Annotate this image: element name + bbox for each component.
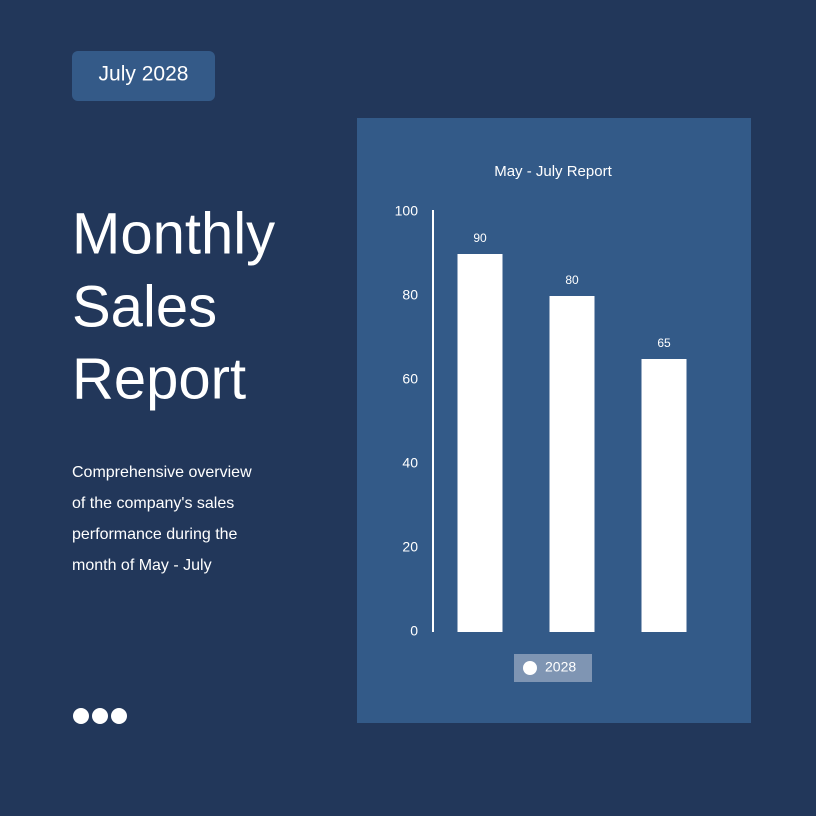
- data-label: 80: [565, 273, 579, 287]
- bar: [549, 296, 595, 632]
- badge: [72, 51, 215, 101]
- y-tick-label: 0: [410, 623, 418, 639]
- bar: [641, 359, 687, 632]
- dot: [73, 708, 89, 724]
- description-line: performance during the: [72, 526, 238, 543]
- description-line: Comprehensive overview: [72, 464, 252, 481]
- y-tick-label: 20: [402, 539, 418, 555]
- dot: [111, 708, 127, 724]
- description-line: month of May - July: [72, 557, 212, 574]
- legend-label: 2028: [545, 659, 576, 675]
- title-line: Report: [72, 346, 246, 411]
- chart-title: May - July Report: [494, 163, 612, 180]
- data-label: 65: [657, 336, 671, 350]
- title-line: Sales: [72, 274, 217, 339]
- y-tick-label: 100: [395, 203, 419, 219]
- title-line: Monthly: [72, 201, 275, 266]
- badge-text: July 2028: [99, 63, 189, 86]
- data-label: 90: [473, 231, 487, 245]
- dot: [92, 708, 108, 724]
- y-tick-label: 40: [402, 455, 418, 471]
- bar: [457, 254, 503, 632]
- y-tick-label: 60: [402, 371, 418, 387]
- legend-marker: [523, 661, 537, 675]
- y-tick-label: 80: [402, 287, 418, 303]
- description-line: of the company's sales: [72, 495, 234, 512]
